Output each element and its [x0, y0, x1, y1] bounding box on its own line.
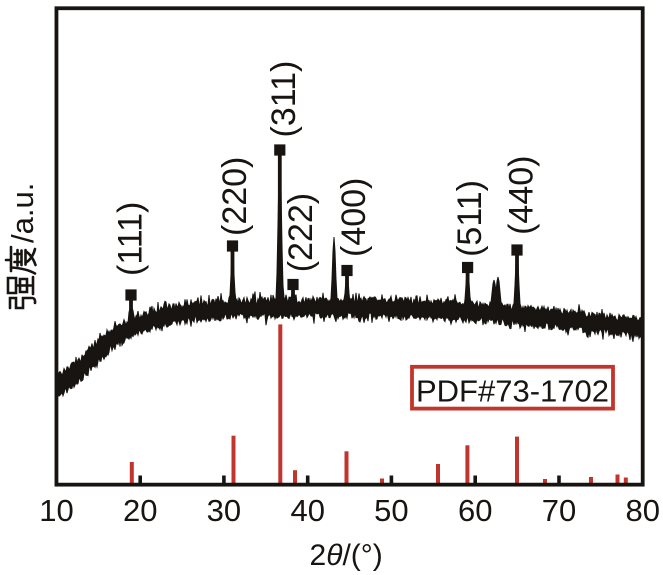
svg-text:20: 20	[123, 493, 157, 528]
svg-text:/a.u.: /a.u.	[5, 183, 40, 243]
svg-text:2θ/(°): 2θ/(°)	[310, 539, 383, 572]
svg-text:(400): (400)	[335, 178, 373, 257]
svg-text:40: 40	[290, 493, 324, 528]
svg-text:(111): (111)	[112, 202, 150, 276]
svg-text:60: 60	[458, 493, 492, 528]
svg-text:(222): (222)	[282, 193, 320, 272]
svg-text:70: 70	[542, 493, 576, 528]
svg-text:(311): (311)	[265, 61, 303, 138]
svg-text:50: 50	[374, 493, 408, 528]
svg-text:80: 80	[625, 493, 659, 528]
svg-text:(440): (440)	[503, 156, 541, 235]
svg-text:PDF#73-1702: PDF#73-1702	[416, 374, 609, 409]
svg-text:10: 10	[39, 493, 73, 528]
svg-text:(511): (511)	[451, 180, 489, 257]
svg-text:(220): (220)	[216, 157, 254, 236]
svg-text:30: 30	[207, 493, 241, 528]
